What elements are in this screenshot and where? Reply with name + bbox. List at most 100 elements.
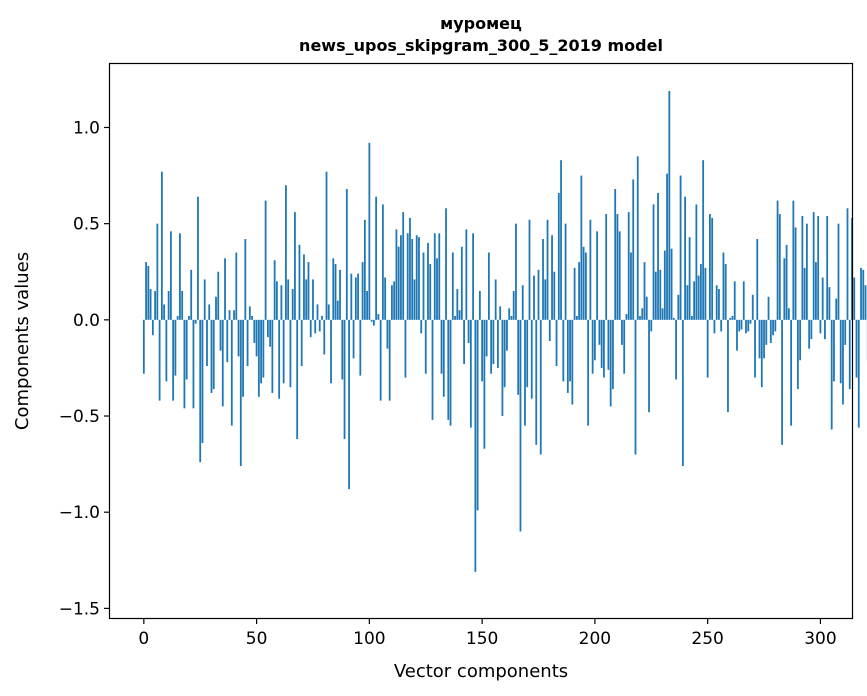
bar [487, 252, 490, 320]
bar [828, 287, 831, 320]
bar [253, 319, 256, 343]
bar [438, 233, 441, 320]
bar [262, 319, 265, 378]
bar [731, 315, 734, 320]
bar [235, 252, 238, 320]
bar [300, 319, 303, 367]
bar [280, 285, 283, 320]
bar [221, 319, 224, 407]
bar [188, 315, 190, 320]
bar [512, 290, 515, 320]
bar [217, 271, 220, 320]
bar [230, 319, 233, 426]
bar [826, 215, 829, 320]
bar [393, 281, 396, 320]
bar [799, 319, 802, 361]
bar [327, 304, 330, 320]
bar [627, 212, 630, 320]
bar [506, 319, 508, 351]
bar [515, 223, 517, 320]
bar [551, 235, 553, 320]
bar [172, 319, 175, 401]
plot-frame [108, 62, 854, 620]
bar [497, 319, 499, 368]
bar [699, 264, 702, 320]
bar [848, 319, 851, 390]
bar [666, 173, 668, 320]
bar [763, 319, 765, 359]
bar [790, 319, 792, 426]
bar [309, 319, 312, 338]
bar [228, 310, 231, 320]
bar [578, 262, 580, 320]
bar [449, 319, 452, 426]
bar [420, 319, 423, 334]
bar [589, 219, 592, 320]
bar [174, 319, 177, 376]
bar [330, 319, 332, 384]
bar [442, 319, 445, 397]
bar [237, 319, 240, 357]
bar [774, 319, 777, 332]
bar [361, 262, 364, 320]
bar [160, 171, 163, 320]
bar [481, 319, 484, 382]
bar [657, 192, 659, 320]
bar [621, 319, 623, 345]
bar [648, 319, 650, 413]
bar [485, 319, 488, 357]
bar [499, 306, 502, 320]
bar [312, 279, 314, 320]
bar [720, 319, 723, 332]
bar [251, 315, 253, 320]
bar [668, 90, 671, 320]
bar [325, 171, 328, 320]
bar [681, 319, 684, 467]
bar [709, 214, 711, 320]
bar [736, 319, 738, 351]
bar [695, 204, 698, 320]
bar [603, 319, 605, 378]
bar [729, 317, 732, 320]
bar [819, 319, 822, 334]
bar [305, 279, 308, 320]
bar [715, 285, 718, 320]
bar [149, 289, 152, 320]
bar [266, 319, 269, 338]
bar [778, 214, 781, 320]
bar [219, 319, 222, 351]
bar [824, 319, 826, 340]
bar [406, 233, 409, 320]
bar [454, 315, 456, 320]
bar [605, 214, 608, 320]
bar [307, 262, 310, 320]
bar [702, 160, 705, 320]
bar [562, 319, 565, 382]
bar [176, 315, 179, 320]
bar [424, 319, 427, 374]
bar [368, 142, 371, 320]
bar [535, 319, 538, 445]
bar [853, 277, 856, 320]
bar [372, 319, 375, 326]
bar [672, 317, 675, 320]
bar [269, 319, 272, 347]
bar [192, 319, 195, 409]
bar [490, 319, 493, 374]
bar [769, 319, 772, 343]
x-tick-label: 0 [138, 629, 149, 649]
bar [370, 319, 373, 322]
bar [548, 319, 551, 341]
bar [478, 290, 481, 320]
bar [246, 319, 249, 367]
bar [190, 269, 193, 320]
bar [145, 262, 147, 320]
bar [596, 231, 599, 320]
bar [839, 319, 842, 384]
y-tick-label: −1.5 [59, 599, 100, 619]
bar [690, 315, 693, 320]
bar [844, 319, 847, 345]
bar [436, 258, 438, 320]
bar [183, 319, 186, 409]
